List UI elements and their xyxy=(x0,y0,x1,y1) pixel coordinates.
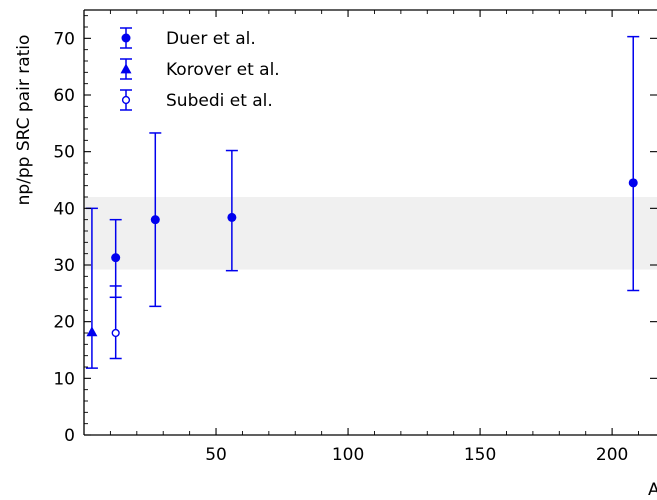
legend-label: Korover et al. xyxy=(166,60,280,80)
y-tick-label: 50 xyxy=(53,143,75,163)
y-tick-label: 60 xyxy=(53,86,75,106)
data-point xyxy=(86,326,98,337)
ticks: 0 10 20 30 40 50 60 70 50 100 150 200 xyxy=(53,10,657,465)
data-point xyxy=(111,328,120,338)
x-tick-label: 200 xyxy=(596,445,628,465)
legend-marker xyxy=(121,33,131,43)
axes xyxy=(83,9,657,436)
reference-band-rect xyxy=(84,197,657,270)
x-tick-label: 150 xyxy=(464,445,496,465)
y-tick-label: 40 xyxy=(53,199,75,219)
series-1 xyxy=(109,35,640,308)
legend: Duer et al. Korover et al. Subedi et al. xyxy=(120,27,280,111)
data-point xyxy=(150,215,160,225)
legend-marker xyxy=(120,63,132,74)
y-tick-label: 30 xyxy=(53,256,75,276)
data-point xyxy=(628,178,638,188)
legend-item: Subedi et al. xyxy=(120,89,273,111)
legend-item: Duer et al. xyxy=(120,27,256,49)
legend-label: Duer et al. xyxy=(166,29,256,49)
x-tick-label: 50 xyxy=(205,445,227,465)
legend-marker xyxy=(121,95,131,105)
y-tick-label: 20 xyxy=(53,313,75,333)
y-tick-label: 10 xyxy=(53,369,75,389)
legend-item: Korover et al. xyxy=(120,58,280,80)
x-axis-title: A xyxy=(648,480,657,500)
y-tick-label: 0 xyxy=(64,426,75,446)
x-tick-label: 100 xyxy=(332,445,364,465)
y-axis-title: np/pp SRC pair ratio xyxy=(14,35,34,206)
legend-label: Subedi et al. xyxy=(166,91,273,111)
data-point xyxy=(227,212,237,222)
reference-band xyxy=(84,197,657,270)
series-3 xyxy=(109,285,122,360)
data-point xyxy=(111,253,121,263)
y-tick-label: 70 xyxy=(53,29,75,49)
